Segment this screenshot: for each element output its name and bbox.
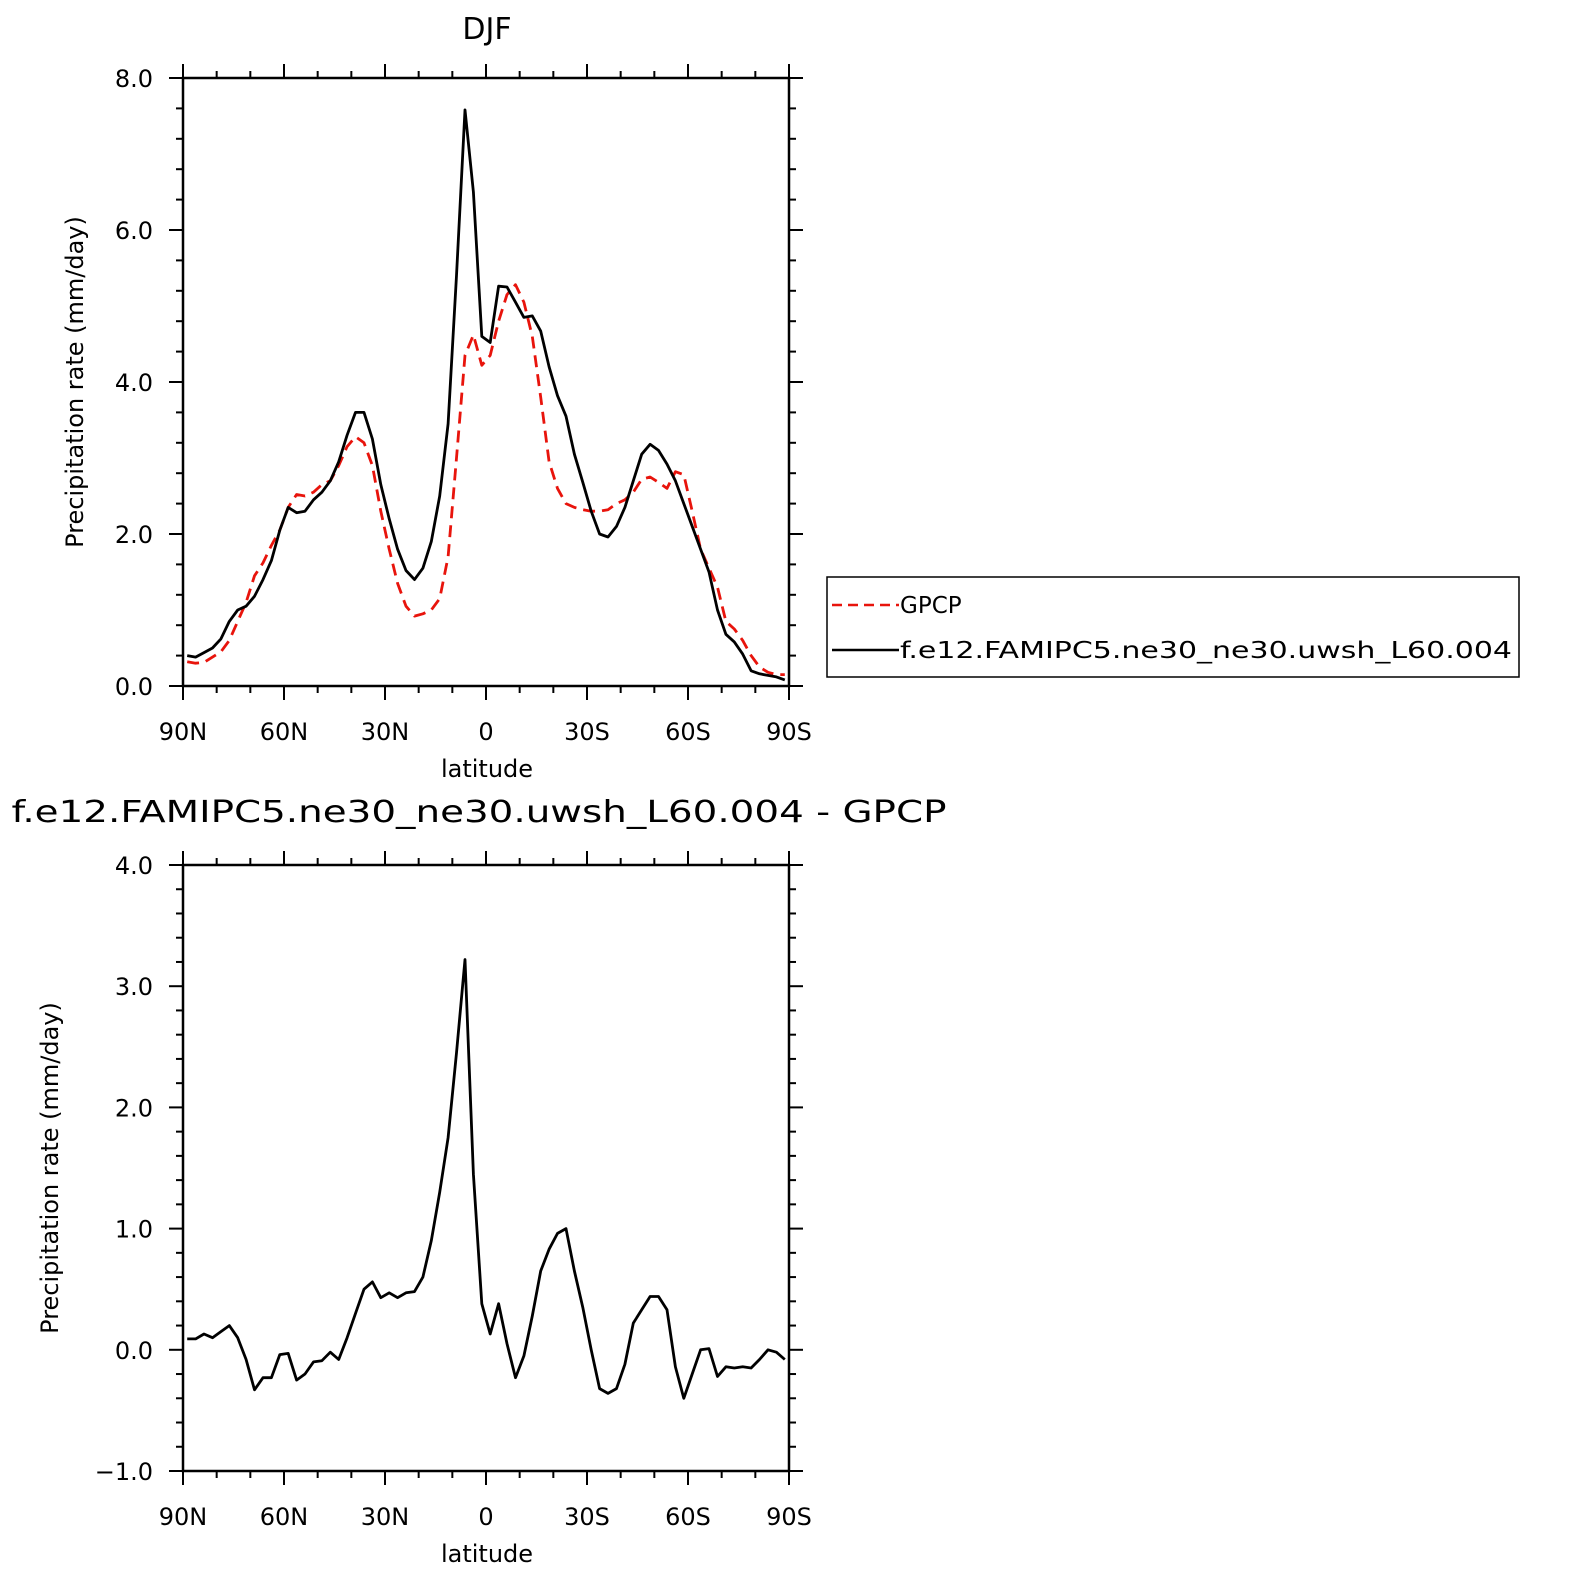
plot-frame xyxy=(181,863,791,1473)
series-lines xyxy=(186,108,786,682)
plot-title-difference: f.e12.FAMIPC5.ne30_ne30.uwsh_L60.004 - G… xyxy=(12,795,947,830)
p1-y-tick-label: 3.0 xyxy=(115,973,153,1001)
p1-x-tick-label: 60N xyxy=(260,1503,309,1531)
y-axis-title: Precipitation rate (mm/day) xyxy=(61,216,89,548)
tick-labels: 90N 60N 30N 0 30S 60S 90S 0.0 2.0 4.0 6.0 8.0 xyxy=(115,65,812,746)
legend-label-gpcp: GPCP xyxy=(900,593,962,619)
y-axis-title: Precipitation rate (mm/day) xyxy=(36,1002,64,1334)
p1-x-tick-label: 90S xyxy=(766,1503,812,1531)
legend-box xyxy=(826,576,1520,678)
p1-x-tick-label: 60S xyxy=(665,1503,711,1531)
p0-x-tick-label: 30N xyxy=(361,718,410,746)
p0-x-tick-label: 60N xyxy=(260,718,309,746)
series-lines xyxy=(187,958,786,1400)
p0-y-tick-label: 4.0 xyxy=(115,369,153,397)
p0-y-tick-label: 6.0 xyxy=(115,217,153,245)
p1-y-tick-label: 1.0 xyxy=(115,1216,153,1244)
p0-series-line-1 xyxy=(186,108,786,682)
p0-x-tick-label: 60S xyxy=(665,718,711,746)
p0-y-tick-label: 8.0 xyxy=(115,65,153,93)
x-axis-title: latitude xyxy=(441,1540,533,1568)
x-axis-title: latitude xyxy=(441,755,533,783)
p0-x-tick-label: 30S xyxy=(564,718,610,746)
p1-x-tick-label: 30N xyxy=(361,1503,410,1531)
axis-ticks xyxy=(169,64,803,700)
plot-frame xyxy=(181,76,791,688)
p1-x-tick-label: 0 xyxy=(478,1503,493,1531)
panel-precip-djf: DJF 90N 60N 30N 0 30S 60S 90S 0.0 2.0 4.0 6.0 8.0 l… xyxy=(61,12,1520,783)
p0-x-tick-label: 90N xyxy=(159,718,208,746)
legend: GPCP f.e12.FAMIPC5.ne30_ne30.uwsh_L60.00… xyxy=(826,576,1520,678)
tick-labels: 90N 60N 30N 0 30S 60S 90S −1.0 0.0 1.0 2.0 3.0 4.0 xyxy=(95,852,812,1531)
p1-x-tick-label: 30S xyxy=(564,1503,610,1531)
legend-label-model: f.e12.FAMIPC5.ne30_ne30.uwsh_L60.004 xyxy=(900,638,1512,664)
p1-series-line-0 xyxy=(187,958,786,1400)
p0-x-tick-label: 0 xyxy=(478,718,493,746)
p1-y-tick-label: 2.0 xyxy=(115,1094,153,1122)
p0-series-line-0 xyxy=(186,283,785,676)
p0-y-tick-label: 2.0 xyxy=(115,521,153,549)
p0-y-tick-label: 0.0 xyxy=(115,673,153,701)
axis-ticks xyxy=(169,851,803,1485)
p1-x-tick-label: 90N xyxy=(159,1503,208,1531)
p0-x-tick-label: 90S xyxy=(766,718,812,746)
p1-y-tick-label: 0.0 xyxy=(115,1337,153,1365)
plot-title-djf: DJF xyxy=(462,12,511,47)
p1-y-tick-label: −1.0 xyxy=(95,1458,153,1486)
p1-y-tick-label: 4.0 xyxy=(115,852,153,880)
panel-precip-difference: f.e12.FAMIPC5.ne30_ne30.uwsh_L60.004 - G… xyxy=(12,795,947,1568)
